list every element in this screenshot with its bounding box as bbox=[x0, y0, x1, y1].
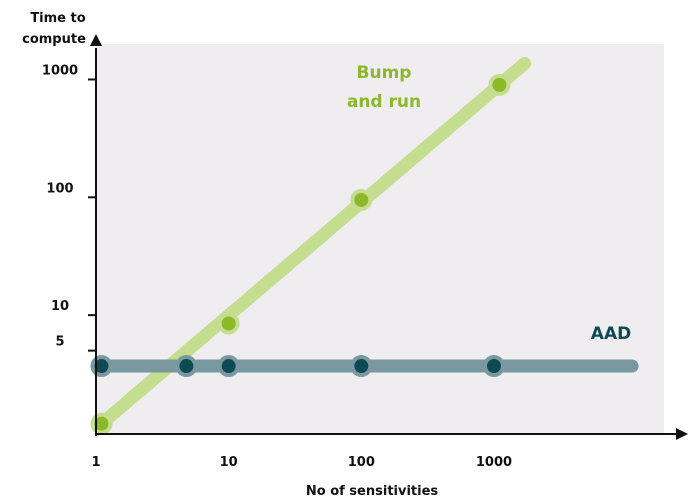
series-0-point-0 bbox=[94, 416, 109, 431]
series-1-point-0 bbox=[94, 359, 109, 374]
y-tick-label-2: 100 bbox=[46, 181, 73, 196]
x-axis-title: No of sensitivities bbox=[306, 484, 439, 499]
series-1-point-1 bbox=[179, 359, 194, 374]
series-label-aad: AAD bbox=[591, 324, 631, 344]
y-axis-title-line-2: compute bbox=[22, 32, 86, 47]
x-axis-arrow bbox=[676, 428, 688, 440]
y-ticks: 5 10 100 1000 bbox=[42, 63, 96, 352]
y-tick-label-3: 1000 bbox=[42, 63, 78, 78]
series-1-point-2 bbox=[221, 359, 236, 374]
x-tick-label-2: 100 bbox=[348, 455, 375, 470]
series-0-point-1 bbox=[221, 316, 236, 331]
y-tick-label-1: 10 bbox=[51, 299, 69, 314]
series-points bbox=[90, 73, 511, 435]
y-axis-arrow bbox=[90, 34, 102, 46]
series-0-point-2 bbox=[354, 192, 369, 207]
series-1-point-3 bbox=[354, 359, 369, 374]
x-tick-label-0: 1 bbox=[91, 455, 100, 470]
series-1-point-4 bbox=[486, 359, 501, 374]
y-axis-title-line-1: Time to bbox=[30, 11, 85, 26]
series-label-bump-line-2: and run bbox=[347, 92, 421, 112]
series-label-bump-line-1: Bump bbox=[357, 63, 412, 83]
y-tick-label-0: 5 bbox=[55, 335, 64, 350]
x-tick-label-1: 10 bbox=[220, 455, 238, 470]
x-ticks: 1 10 100 1000 bbox=[91, 455, 512, 470]
series-0-point-3 bbox=[492, 77, 507, 92]
x-tick-label-3: 1000 bbox=[476, 455, 512, 470]
